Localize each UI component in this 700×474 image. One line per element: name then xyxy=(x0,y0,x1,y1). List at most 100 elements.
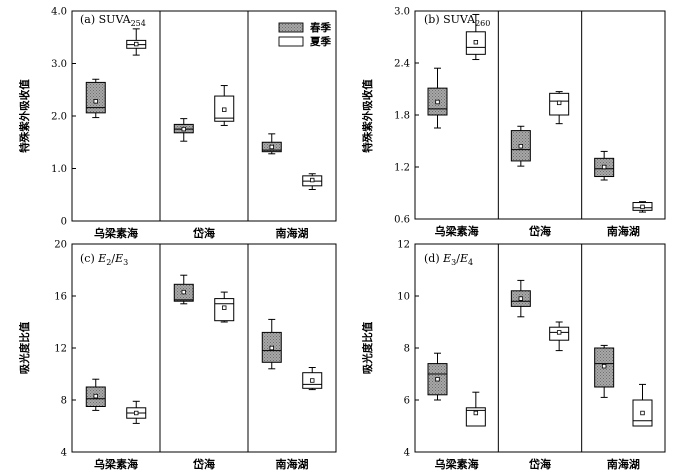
panel-c: 吸光度比值 (c) E2/E3 4 8 12 16 20 乌梁素海 岱海 南海湖 xyxy=(18,240,337,471)
box-summer xyxy=(302,367,323,391)
panel-b: 特殊紫外吸收值 (b) SUVA260 0.6 1.2 1.8 2.4 3.0 乌梁素海 岱… xyxy=(361,7,666,238)
box-spring xyxy=(594,150,615,181)
y-axis-label: 吸光度比值 xyxy=(18,321,31,374)
box-summer xyxy=(465,391,486,427)
legend-label-summer: 夏季 xyxy=(309,35,331,48)
mean-marker xyxy=(181,289,186,295)
y-tick-label: 2.0 xyxy=(51,112,67,123)
mean-marker xyxy=(556,100,562,106)
mean-marker xyxy=(601,164,607,170)
y-axis-label: 特殊紫外吸收值 xyxy=(361,79,374,153)
mean-marker xyxy=(473,410,479,416)
box-summer xyxy=(632,383,653,427)
box-spring xyxy=(594,344,615,398)
x-category-label: 南海湖 xyxy=(276,226,309,240)
plot-frame xyxy=(71,243,337,453)
y-tick-label: 16 xyxy=(54,292,67,303)
y-tick-label: 8 xyxy=(61,396,67,407)
y-tick-label: 0.6 xyxy=(394,215,410,226)
legend: 春季 夏季 xyxy=(278,21,331,48)
box-spring xyxy=(261,318,282,370)
x-category-label: 乌梁素海 xyxy=(94,457,138,471)
x-category-label: 南海湖 xyxy=(607,457,640,471)
box-spring xyxy=(85,78,106,119)
x-category-label: 岱海 xyxy=(528,224,551,238)
box-spring xyxy=(173,118,194,142)
mean-marker xyxy=(134,410,139,416)
y-tick-label: 4.0 xyxy=(51,7,67,18)
y-tick-label: 1.0 xyxy=(51,164,67,175)
y-axis-label: 吸光度比值 xyxy=(361,321,374,374)
box-iqr xyxy=(465,407,486,427)
y-tick-label: 2.4 xyxy=(394,59,410,70)
box-spring xyxy=(261,133,282,155)
x-category-label: 南海湖 xyxy=(276,457,309,471)
box-spring xyxy=(510,125,531,167)
box-summer xyxy=(214,85,235,126)
plot-frame xyxy=(414,10,666,220)
box-spring xyxy=(510,279,531,318)
x-category-label: 乌梁素海 xyxy=(435,224,479,238)
box-spring xyxy=(427,352,448,401)
mean-marker xyxy=(310,177,315,183)
mean-marker xyxy=(134,41,139,47)
x-category-label: 乌梁素海 xyxy=(435,457,479,471)
y-tick-label: 3.0 xyxy=(51,59,67,70)
mean-marker xyxy=(518,143,524,149)
panel-d: 吸光度比值 (d) E3/E4 4 6 8 10 12 乌梁素海 岱海 南海湖 xyxy=(361,240,666,471)
mean-marker xyxy=(269,144,274,150)
panel-title: (a) SUVA254 xyxy=(80,13,146,28)
x-category-label: 岱海 xyxy=(192,457,215,471)
y-tick-label: 10 xyxy=(397,292,410,303)
mean-marker xyxy=(473,40,479,45)
x-category-label: 岱海 xyxy=(192,226,215,240)
box-spring xyxy=(173,274,194,305)
y-tick-label: 3.0 xyxy=(394,7,410,18)
panel-title: (b) SUVA260 xyxy=(424,13,490,28)
y-tick-label: 8 xyxy=(404,344,410,355)
box-summer xyxy=(549,321,570,352)
mean-marker xyxy=(93,99,98,104)
x-category-label: 岱海 xyxy=(528,457,551,471)
box-spring xyxy=(85,378,106,411)
legend-label-spring: 春季 xyxy=(310,21,331,34)
box-summer xyxy=(126,400,147,424)
box-summer xyxy=(632,201,653,213)
box-summer xyxy=(302,173,323,190)
box-spring xyxy=(427,67,448,129)
y-tick-label: 1.8 xyxy=(394,111,410,122)
mean-marker xyxy=(640,204,645,210)
panel-a: 特殊紫外吸收值 (a) SUVA254 春季 夏季 0 1.0 2.0 3.0 4.0 乌… xyxy=(18,7,337,240)
box-iqr xyxy=(85,81,106,114)
y-tick-label: 12 xyxy=(397,240,410,251)
mean-marker xyxy=(601,363,607,369)
x-category-label: 乌梁素海 xyxy=(94,226,138,240)
box-summer xyxy=(549,91,570,125)
y-tick-label: 0 xyxy=(61,217,67,228)
mean-marker xyxy=(556,330,562,335)
y-tick-label: 12 xyxy=(54,344,67,355)
x-category-label: 南海湖 xyxy=(607,224,640,238)
plot-frame xyxy=(414,243,666,453)
mean-marker xyxy=(518,296,524,301)
box-summer xyxy=(465,13,486,61)
mean-marker xyxy=(435,99,440,105)
box-summer xyxy=(126,28,147,56)
mean-marker xyxy=(93,393,98,399)
y-axis-label: 特殊紫外吸收值 xyxy=(18,79,31,153)
mean-marker xyxy=(222,107,227,112)
y-tick-label: 20 xyxy=(54,240,67,251)
legend-swatch-spring xyxy=(278,22,304,33)
box-summer xyxy=(214,291,235,323)
y-tick-label: 4 xyxy=(404,448,410,459)
mean-marker xyxy=(310,378,315,383)
panel-title: (c) E2/E3 xyxy=(80,252,128,267)
legend-swatch-summer xyxy=(278,36,304,47)
y-tick-label: 4 xyxy=(61,448,67,459)
mean-marker xyxy=(222,305,227,310)
y-tick-label: 6 xyxy=(404,396,410,407)
mean-marker xyxy=(269,345,274,351)
mean-marker xyxy=(181,126,186,132)
panel-title: (d) E3/E4 xyxy=(424,252,473,267)
